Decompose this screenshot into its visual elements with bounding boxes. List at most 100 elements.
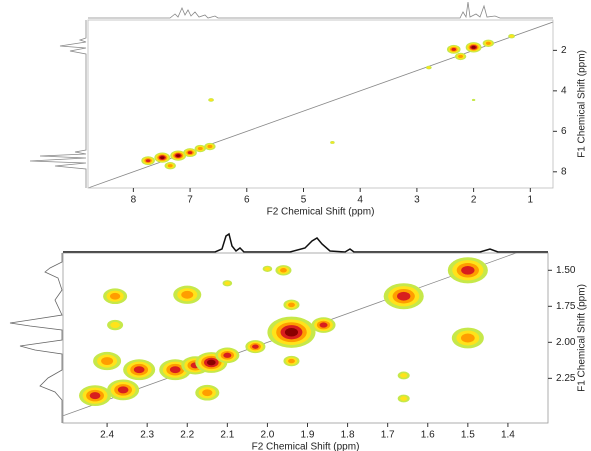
contour-level [461, 265, 475, 275]
contour-level [400, 373, 408, 378]
y-tick-label: 2 [561, 45, 567, 56]
peak [222, 280, 233, 287]
peak [283, 355, 300, 367]
x-tick-label: 6 [244, 195, 250, 206]
peak [454, 52, 467, 61]
peak [154, 152, 171, 163]
y-tick-label: 2.00 [556, 337, 576, 348]
x-tick-label: 2.1 [220, 430, 234, 441]
contour-level [485, 41, 491, 45]
peak [107, 379, 140, 401]
contour-level [167, 164, 173, 168]
contour-level [89, 392, 101, 400]
peak [397, 394, 410, 403]
x-tick-label: 1.5 [461, 430, 475, 441]
contour-level [451, 47, 457, 51]
x-axis-label: F2 Chemical Shift (ppm) [267, 207, 375, 218]
contour-level [460, 333, 475, 343]
peak [170, 150, 187, 161]
peak [267, 316, 316, 348]
peak [103, 288, 128, 305]
contour-level [101, 357, 114, 365]
contour-level [471, 98, 476, 102]
x-tick-label: 2 [471, 195, 477, 206]
x-tick-label: 2.0 [260, 430, 274, 441]
contour-level [109, 292, 121, 300]
left-projection [9, 253, 63, 423]
y-tick-label: 4 [561, 85, 567, 96]
contour-level [284, 327, 299, 337]
peak [275, 265, 292, 276]
peak [330, 140, 335, 144]
contour-level [117, 386, 129, 394]
contour-level [400, 396, 408, 401]
peak [123, 359, 156, 381]
contour-level [197, 146, 203, 151]
contour-level [252, 344, 259, 349]
peak [245, 340, 266, 354]
x-tick-label: 2.3 [140, 430, 154, 441]
plot-frame [87, 19, 554, 189]
peak [93, 351, 122, 371]
y-axis-label: F1 Chemical Shift (ppm) [577, 50, 588, 158]
x-tick-label: 4 [357, 195, 363, 206]
peak [397, 371, 410, 380]
contour-level [471, 45, 476, 49]
y-axis-label: F1 Chemical Shift (ppm) [577, 284, 588, 392]
contour-level [187, 151, 193, 155]
contour-level [397, 291, 411, 301]
left-projection [29, 20, 87, 188]
x-tick-label: 1.4 [501, 430, 515, 441]
peak [471, 98, 476, 102]
peak [446, 44, 461, 54]
x-tick-label: 7 [187, 195, 193, 206]
contour-level [206, 359, 216, 366]
contour-level [202, 389, 213, 397]
x-tick-label: 1.9 [301, 430, 315, 441]
y-tick-label: 1.50 [556, 265, 576, 276]
x-tick-label: 3 [414, 195, 420, 206]
x-tick-label: 1.6 [421, 430, 435, 441]
peak [447, 257, 488, 284]
top-projection [63, 232, 548, 253]
y-tick-label: 1.75 [556, 301, 576, 312]
contour-level [427, 66, 431, 69]
top-projection [88, 1, 553, 19]
contour-level [224, 281, 231, 286]
peak [451, 327, 484, 349]
peak [311, 317, 336, 333]
peak [262, 265, 273, 272]
x-tick-label: 1 [528, 195, 534, 206]
contour-level [160, 156, 165, 160]
contour-level [110, 321, 120, 329]
contour-level [223, 352, 232, 358]
peak [283, 299, 300, 311]
x-tick-label: 2.4 [100, 430, 114, 441]
peak [215, 347, 240, 364]
contour-level [169, 366, 181, 374]
contour-level [319, 322, 328, 328]
x-tick-label: 2.2 [180, 430, 194, 441]
contour-level [331, 141, 334, 144]
plot-frame [62, 252, 549, 424]
y-tick-label: 6 [561, 126, 567, 137]
contour-level [288, 358, 295, 364]
plot-area [88, 21, 553, 188]
y-tick-label: 8 [561, 166, 567, 177]
peak [508, 33, 516, 39]
x-tick-label: 1.8 [341, 430, 355, 441]
y-tick-label: 2.25 [556, 373, 576, 384]
contour-level [280, 268, 287, 273]
contour-level [145, 159, 151, 163]
contour-level [133, 366, 145, 374]
peak [195, 384, 220, 401]
peak [383, 283, 424, 310]
peak [425, 65, 432, 70]
peak [194, 144, 206, 153]
contour-level [264, 266, 271, 271]
contour-level [458, 54, 463, 59]
contour-level [207, 144, 213, 149]
contour-level [181, 290, 194, 299]
